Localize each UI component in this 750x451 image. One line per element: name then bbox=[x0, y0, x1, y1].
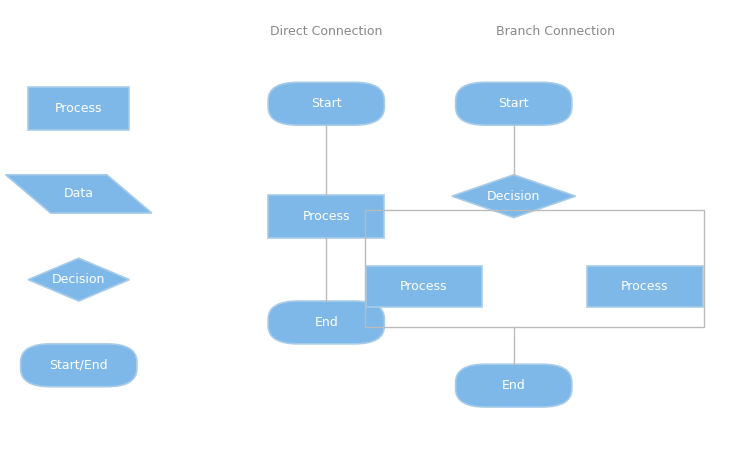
Bar bbox=[365, 266, 482, 307]
Text: Start: Start bbox=[499, 97, 529, 110]
Text: Decision: Decision bbox=[487, 190, 541, 202]
Bar bbox=[586, 266, 704, 307]
Text: Process: Process bbox=[55, 102, 103, 115]
FancyBboxPatch shape bbox=[20, 344, 136, 387]
Polygon shape bbox=[5, 175, 152, 213]
Text: End: End bbox=[314, 316, 338, 329]
FancyBboxPatch shape bbox=[456, 364, 572, 407]
Bar bbox=[365, 210, 704, 327]
Polygon shape bbox=[28, 258, 129, 301]
Text: Start/End: Start/End bbox=[50, 359, 108, 372]
FancyBboxPatch shape bbox=[268, 82, 384, 125]
Bar bbox=[28, 87, 129, 130]
Text: Start: Start bbox=[311, 97, 341, 110]
Text: Process: Process bbox=[302, 210, 350, 223]
Text: Data: Data bbox=[64, 188, 94, 200]
Text: Branch Connection: Branch Connection bbox=[496, 25, 614, 38]
Text: End: End bbox=[502, 379, 526, 392]
Text: Process: Process bbox=[400, 280, 448, 293]
Text: Direct Connection: Direct Connection bbox=[270, 25, 382, 38]
Text: Decision: Decision bbox=[52, 273, 106, 286]
FancyBboxPatch shape bbox=[456, 82, 572, 125]
FancyBboxPatch shape bbox=[268, 301, 384, 344]
Polygon shape bbox=[452, 175, 576, 218]
Bar bbox=[268, 195, 384, 238]
Text: Process: Process bbox=[621, 280, 669, 293]
